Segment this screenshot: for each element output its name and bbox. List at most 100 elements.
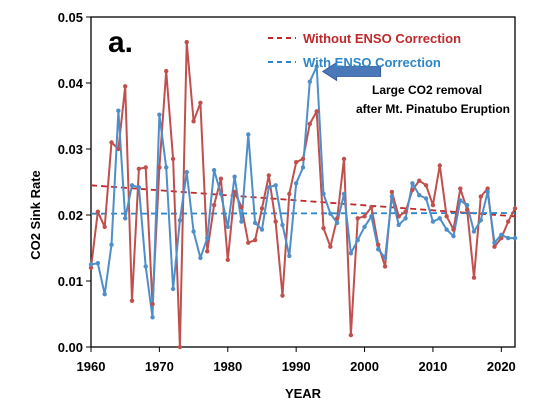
series-0-point — [184, 39, 189, 45]
series-1-point — [389, 194, 395, 199]
x-tick-label: 2010 — [418, 359, 447, 374]
x-tick-label: 2020 — [487, 359, 516, 374]
series-1-point — [451, 233, 456, 239]
series-0-point — [143, 165, 148, 170]
y-tick-label: 0.02 — [58, 208, 83, 223]
series-0-point — [116, 146, 121, 152]
series-0-point — [218, 176, 224, 181]
series-0-point — [252, 237, 258, 243]
series-0-point — [177, 344, 183, 350]
series-1-point — [376, 247, 381, 252]
series-1-point — [437, 216, 442, 221]
series-0-point — [198, 100, 203, 106]
series-1-point — [355, 237, 360, 243]
series-1-point — [505, 235, 511, 241]
series-0-point — [478, 194, 484, 199]
series-0-point — [485, 186, 490, 191]
series-1-point — [239, 219, 244, 224]
y-tick-label: 0.03 — [58, 142, 83, 157]
series-0-point — [464, 207, 470, 212]
series-0-point — [512, 206, 518, 211]
trend-lines-group — [90, 184, 516, 218]
series-0-point — [122, 84, 128, 89]
series-1-point — [122, 216, 128, 221]
series-0-point — [369, 204, 374, 210]
annotation-group: Large CO2 removal after Mt. Pinatubo Erup… — [321, 61, 510, 116]
legend-label-1: With ENSO Correction — [303, 55, 441, 70]
series-0-point — [266, 173, 272, 178]
annotation-text-line: Large CO2 removal — [372, 83, 482, 97]
legend-label-0: Without ENSO Correction — [303, 31, 461, 46]
plot-frame — [90, 16, 516, 348]
series-1-point — [136, 185, 142, 190]
series-1-point — [246, 132, 251, 137]
trend-line-3 — [90, 212, 516, 215]
series-1-point — [382, 255, 388, 261]
series-1-point — [444, 227, 449, 232]
series-1-point — [423, 196, 429, 201]
series-1-point — [157, 112, 162, 117]
series-0-point — [102, 224, 107, 230]
series-0-point — [437, 163, 442, 168]
y-tick-label: 0.01 — [58, 274, 83, 289]
series-0-point — [129, 298, 135, 303]
series-1-point — [177, 218, 183, 223]
series-1-point — [348, 251, 354, 256]
series-1-point — [314, 64, 319, 69]
series-1-point — [287, 253, 292, 259]
series-0-point — [293, 160, 299, 165]
series-1-point — [198, 255, 203, 261]
series-0-point — [205, 249, 210, 254]
series-0-point — [444, 214, 449, 219]
x-tick-label: 1990 — [282, 359, 311, 374]
series-1-point — [273, 183, 278, 188]
x-tick-label: 1980 — [213, 359, 242, 374]
series-1-point — [280, 222, 285, 228]
series-1-point — [184, 169, 189, 175]
series-0-point — [403, 209, 408, 214]
series-0-point — [109, 140, 114, 145]
series-1-point — [116, 108, 121, 113]
y-tick-label: 0.05 — [58, 10, 83, 25]
series-0-point — [334, 216, 340, 221]
panel-label: a. — [108, 26, 133, 59]
series-1-point — [88, 262, 94, 267]
series-0-point — [150, 301, 155, 307]
series-1-point — [300, 165, 306, 170]
series-1-point — [205, 235, 210, 241]
series-0-point — [499, 235, 504, 241]
series-0-point — [430, 202, 436, 208]
series-0-point — [396, 214, 401, 219]
series-1-point — [225, 224, 230, 230]
series-1-point — [430, 219, 436, 224]
series-0-point — [164, 68, 169, 74]
x-tick-label: 1960 — [77, 359, 106, 374]
series-0-point — [88, 265, 94, 270]
series-1-point — [458, 198, 463, 203]
series-1-point — [266, 185, 272, 190]
series-0-point — [211, 202, 217, 208]
series-0-point — [314, 109, 319, 114]
series-0-point — [355, 216, 360, 221]
series-1-point — [191, 229, 196, 234]
y-axis-label: CO2 Sink Rate — [28, 170, 43, 260]
series-1-point — [410, 181, 415, 186]
series-1-point — [417, 193, 422, 198]
x-axis-label: YEAR — [285, 386, 322, 401]
series-0-point — [362, 214, 367, 219]
series-1-point — [369, 214, 374, 219]
series-0-point — [417, 178, 422, 183]
series-0-point — [273, 219, 278, 224]
series-1-point — [211, 167, 217, 173]
series-1-point — [170, 286, 176, 292]
trend-line-2 — [90, 184, 516, 218]
x-tick-label: 1970 — [145, 359, 174, 374]
series-1-point — [232, 174, 237, 179]
series-1-point — [396, 222, 401, 228]
series-1-point — [102, 292, 107, 297]
series-1-point — [334, 220, 340, 226]
series-0-point — [410, 187, 415, 193]
series-1-point — [259, 227, 265, 232]
series-0-point — [136, 166, 142, 171]
